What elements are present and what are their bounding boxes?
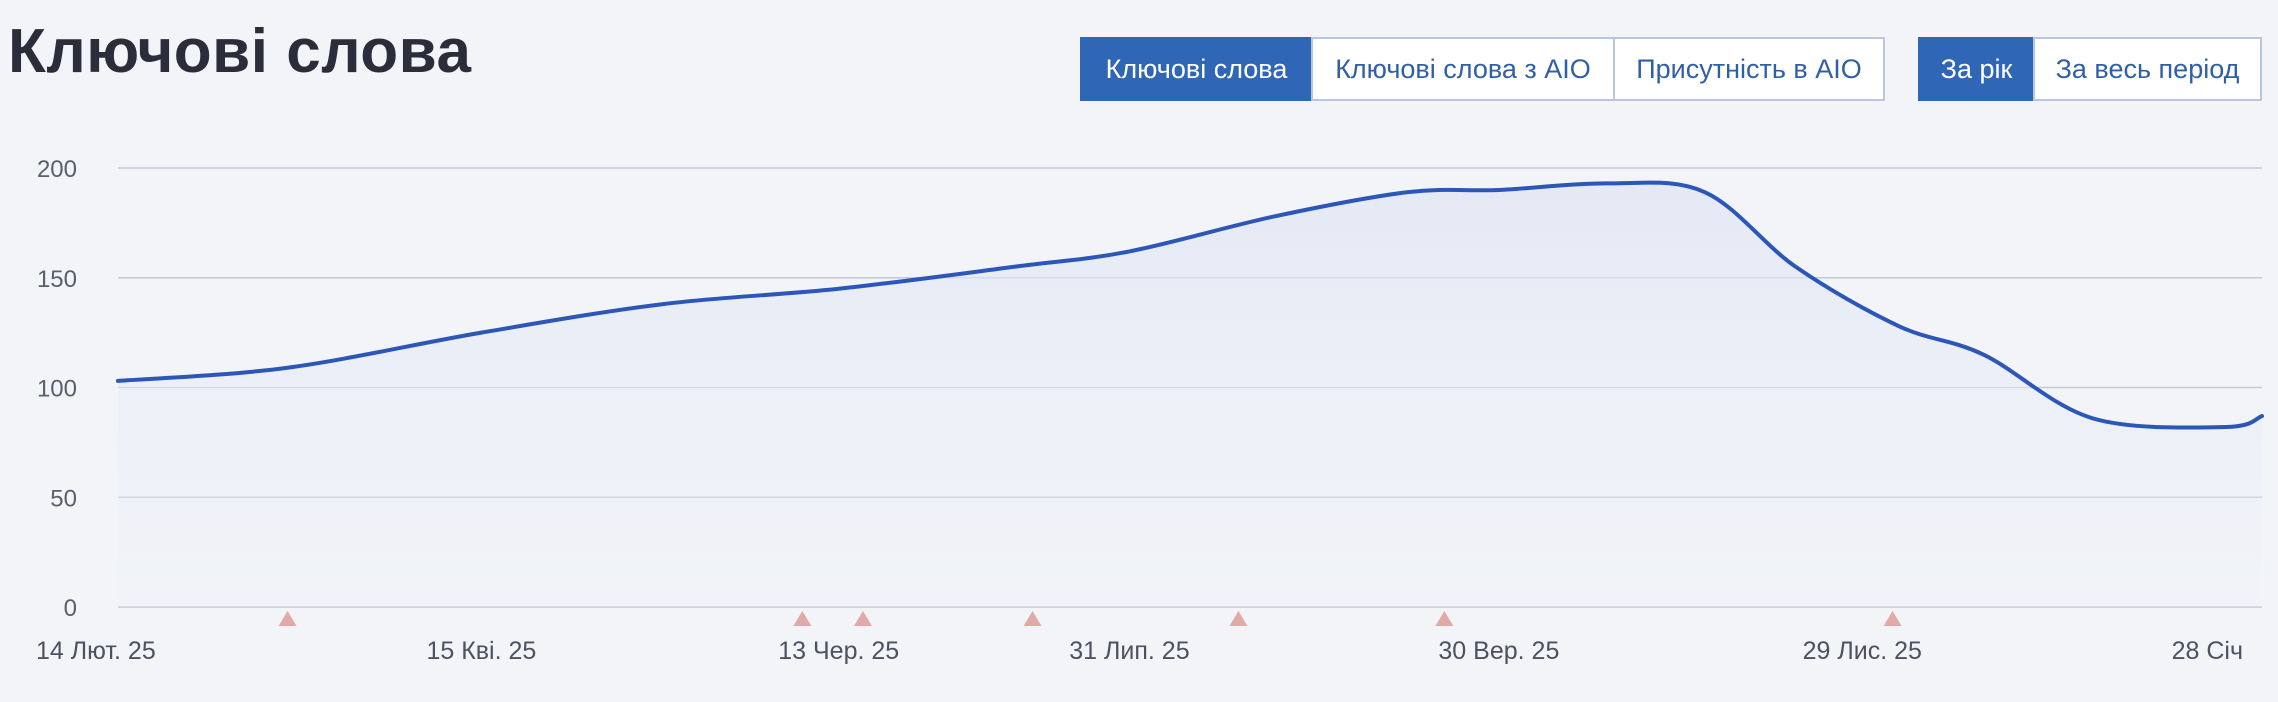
y-tick-label: 0	[64, 595, 77, 622]
data-point[interactable]	[836, 286, 842, 292]
period-all-time-button[interactable]: За весь період	[2033, 37, 2262, 101]
x-tick-label: 30 Вер. 25	[1438, 637, 1559, 665]
series-line-layer	[115, 180, 2265, 430]
event-marker[interactable]	[278, 611, 297, 626]
data-point[interactable]	[1793, 264, 1799, 270]
area-fill	[118, 182, 2262, 607]
data-point[interactable]	[1896, 323, 1902, 329]
data-point[interactable]	[2223, 424, 2229, 430]
tab-keywords[interactable]: Ключові слова	[1080, 37, 1313, 101]
data-point[interactable]	[2089, 415, 2095, 421]
event-marker[interactable]	[1229, 611, 1248, 626]
x-axis: 14 Лют. 25 15 Кві. 25 13 Чер. 25 31 Лип. 25…	[36, 637, 2243, 665]
event-marker[interactable]	[1435, 611, 1454, 626]
event-marker[interactable]	[853, 611, 872, 626]
data-point[interactable]	[1496, 187, 1502, 193]
period-year-button[interactable]: За рік	[1918, 37, 2035, 101]
area-fill-path	[118, 182, 2262, 607]
y-tick-label: 100	[37, 376, 77, 403]
data-point[interactable]	[660, 301, 666, 307]
data-point[interactable]	[285, 365, 291, 371]
data-point[interactable]	[1405, 189, 1411, 195]
data-point[interactable]	[1980, 352, 1986, 358]
event-markers	[278, 611, 1902, 626]
data-point[interactable]	[115, 378, 121, 384]
y-tick-label: 150	[37, 266, 77, 293]
x-tick-label: 14 Лют. 25	[36, 637, 156, 665]
x-tick-label: 15 Кві. 25	[426, 637, 536, 665]
y-tick-label: 50	[50, 485, 77, 512]
event-marker[interactable]	[1023, 611, 1042, 626]
data-point[interactable]	[2259, 413, 2265, 419]
data-point[interactable]	[1605, 180, 1611, 186]
event-marker[interactable]	[793, 611, 812, 626]
event-marker[interactable]	[1883, 611, 1902, 626]
x-tick-label: 13 Чер. 25	[778, 637, 899, 665]
page-title: Ключові слова	[8, 17, 472, 86]
period-toggle-group: За рік За весь період	[1918, 37, 2262, 101]
data-point[interactable]	[1702, 189, 1708, 195]
data-point[interactable]	[478, 330, 484, 336]
metric-toggle-group: Ключові слова Ключові слова з AIO Присут…	[1080, 37, 1885, 101]
y-tick-label: 200	[37, 156, 77, 183]
y-axis: 0 50 100 150 200	[37, 156, 77, 622]
series-line	[116, 180, 2264, 430]
data-point[interactable]	[1272, 213, 1278, 219]
data-point[interactable]	[1126, 248, 1132, 254]
x-tick-label: 28 Січ	[2172, 637, 2243, 665]
x-tick-label: 31 Лип. 25	[1069, 637, 1189, 665]
x-tick-label: 29 Лис. 25	[1803, 637, 1922, 665]
data-point[interactable]	[1011, 264, 1017, 270]
tab-aio-presence[interactable]: Присутність в AIO	[1613, 37, 1885, 101]
